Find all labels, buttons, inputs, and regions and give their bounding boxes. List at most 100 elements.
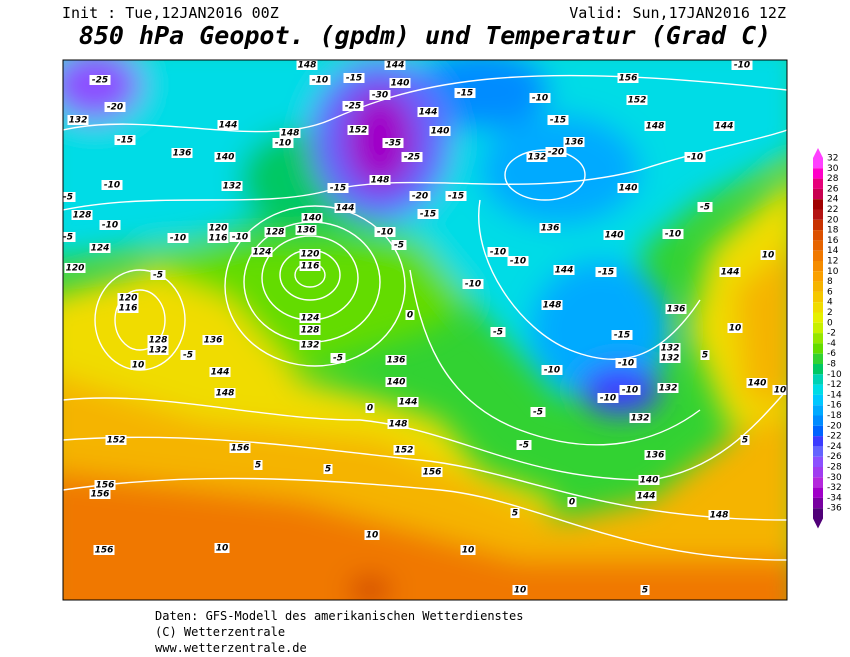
contour-label-box	[635, 491, 657, 501]
contour-label: 140	[619, 184, 638, 194]
contour-label: 128	[149, 336, 168, 346]
contour-label-box	[67, 115, 89, 125]
contour-label-box	[89, 75, 111, 85]
colorbar-label: -10	[827, 370, 842, 380]
colorbar-label: 18	[827, 226, 839, 236]
contour-label-box	[454, 88, 476, 98]
contour-label-box	[323, 464, 333, 474]
colorbar-label: -20	[827, 421, 842, 431]
colorbar-label: -28	[827, 463, 842, 473]
contour-label-box	[595, 267, 617, 277]
contour-label-box	[229, 232, 251, 242]
contour-label: -25	[345, 102, 361, 112]
contour-label: 132	[69, 116, 88, 126]
contour-label: 136	[204, 336, 223, 346]
contour-label: 156	[619, 74, 638, 84]
colorbar-swatch	[813, 467, 823, 478]
contour-label-box	[130, 360, 146, 370]
contour-label-box	[644, 121, 666, 131]
contour-label: -10	[618, 359, 634, 369]
contour-label: 140	[391, 79, 410, 89]
contour-label-box	[615, 358, 637, 368]
contour-label-box	[214, 152, 236, 162]
contour-label: -5	[533, 408, 543, 418]
contour-label-box	[364, 530, 380, 540]
colorbar-swatch	[813, 394, 823, 406]
contour-label: 140	[431, 127, 450, 137]
contour-label: 10	[132, 361, 145, 371]
colorbar-swatch	[813, 199, 823, 210]
contour-label-box	[334, 203, 356, 213]
contour-label-box	[526, 152, 548, 162]
contour-label-box	[229, 443, 251, 453]
contour-label-box	[202, 335, 224, 345]
colorbar-swatch	[813, 415, 823, 426]
contour-label: -10	[665, 230, 681, 240]
contour-label: -20	[412, 192, 428, 202]
contour-label-box	[507, 256, 529, 266]
colorbar-swatch	[813, 384, 823, 395]
contour-label: 144	[211, 368, 230, 378]
colorbar-label: 16	[827, 236, 839, 246]
contour-label-box	[295, 225, 317, 235]
contour-label: -5	[333, 354, 343, 364]
contour-label-box	[369, 90, 391, 100]
map-title: 850 hPa Geopot. (gpdm) und Temperatur (G…	[79, 21, 771, 50]
colorbar-label: 6	[827, 287, 833, 297]
colorbar-label: -36	[827, 504, 842, 514]
colorbar-swatch	[813, 333, 823, 344]
contour-label-box	[391, 240, 407, 250]
contour-label-box	[563, 137, 585, 147]
colorbar: 32302826242220181614121086420-2-4-6-8-10…	[813, 148, 842, 529]
contour-label: 10	[729, 324, 742, 334]
contour-label-box	[405, 310, 415, 320]
contour-label-box	[63, 192, 76, 202]
contour-label: 5	[702, 351, 708, 361]
contour-label-box	[117, 303, 139, 313]
contour-label-box	[365, 403, 375, 413]
contour-label: 136	[297, 226, 316, 236]
contour-label-box	[659, 343, 681, 353]
contour-label-box	[393, 445, 415, 455]
contour-label: 144	[219, 121, 238, 131]
colorbar-label: 0	[827, 318, 833, 328]
contour-label-box	[99, 220, 121, 230]
contour-label: 136	[173, 149, 192, 159]
contour-label: 132	[659, 384, 678, 394]
colorbar-swatch	[813, 240, 823, 251]
contour-label-box	[746, 378, 768, 388]
contour-label: 148	[371, 176, 390, 186]
contour-label: -10	[622, 386, 638, 396]
contour-label-box	[279, 128, 301, 138]
contour-label-box	[63, 232, 76, 242]
colorbar-swatch	[813, 302, 823, 313]
contour-label: 140	[303, 214, 322, 224]
contour-label-box	[147, 345, 169, 355]
contour-label-box	[369, 175, 391, 185]
contour-label: 136	[541, 224, 560, 234]
contour-label: 152	[395, 446, 414, 456]
contour-label: 128	[266, 228, 285, 238]
contour-label-box	[638, 475, 660, 485]
contour-label: -20	[107, 103, 123, 113]
contour-label: 152	[628, 96, 647, 106]
contour-label: -10	[734, 61, 750, 71]
contour-label: 10	[462, 546, 475, 556]
colorbar-label: 10	[827, 267, 839, 277]
contour-label: 124	[253, 248, 272, 258]
contour-label-box	[567, 497, 577, 507]
contour-label: 144	[555, 266, 574, 276]
contour-label: 156	[96, 481, 115, 491]
contour-label: 148	[298, 61, 317, 71]
contour-label-box	[209, 367, 231, 377]
contour-label-box	[547, 115, 569, 125]
contour-label-box	[684, 152, 706, 162]
valid-time: Valid: Sun,17JAN2016 12Z	[569, 4, 786, 22]
contour-label-box	[541, 365, 563, 375]
contour-label-box	[207, 223, 229, 233]
colorbar-label: 2	[827, 308, 833, 318]
contour-label-box	[417, 107, 439, 117]
contour-label-box	[147, 335, 169, 345]
contour-label: 136	[387, 356, 406, 366]
